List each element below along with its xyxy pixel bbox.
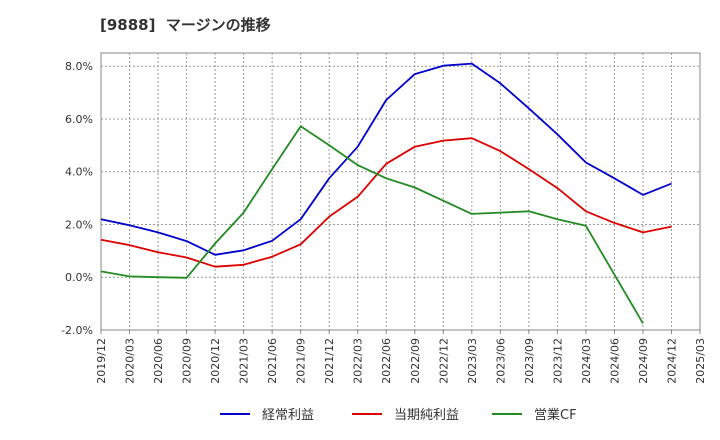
y-tick-label: 4.0% [65,166,93,179]
y-tick-label: 6.0% [65,113,93,126]
x-tick-label: 2022/03 [352,338,365,384]
x-tick-label: 2024/12 [665,338,678,384]
x-tick-label: 2025/03 [694,338,707,384]
x-tick-label: 2021/09 [295,338,308,384]
x-tick-label: 2024/09 [637,338,650,384]
x-tick-label: 2024/03 [580,338,593,384]
x-tick-label: 2020/09 [181,338,194,384]
x-tick-label: 2020/03 [124,338,137,384]
y-tick-label: 0.0% [65,271,93,284]
y-tick-label: 2.0% [65,218,93,231]
x-tick-label: 2021/12 [323,338,336,384]
legend: 経常利益 当期純利益 営業CF [220,407,577,423]
x-tick-label: 2023/03 [466,338,479,384]
series-line-3 [100,125,644,324]
y-tick-label: 8.0% [65,60,93,73]
x-tick-label: 2019/12 [95,338,108,384]
x-tick-label: 2021/06 [266,338,279,384]
x-tick-label: 2023/06 [494,338,507,384]
y-tick-label: -2.0% [61,324,93,337]
x-tick-label: 2020/12 [209,338,222,384]
y-axis: -2.0% 0.0% 2.0% 4.0% 6.0% 8.0% [61,60,93,337]
x-tick-label: 2024/06 [608,338,621,384]
legend-label-1: 経常利益 [262,408,314,423]
series-layer [100,62,672,324]
series-line-1 [100,62,672,256]
legend-label-3: 営業CF [534,407,577,423]
x-tick-label: 2020/06 [152,338,165,384]
grid-layer [101,53,700,331]
series-line-2 [100,137,672,268]
x-tick-label: 2022/12 [437,338,450,384]
x-axis: 2019/12 2020/03 2020/06 2020/09 2020/12 2021/… [95,330,707,384]
x-tick-label: 2023/12 [551,338,564,384]
plot-area-border [100,52,701,331]
x-tick-label: 2023/09 [523,338,536,384]
x-tick-label: 2022/09 [409,338,422,384]
x-tick-label: 2022/06 [380,338,393,384]
chart-title: [9888] マージンの推移 [100,16,271,34]
legend-label-2: 当期純利益 [394,408,459,423]
x-tick-label: 2021/03 [238,338,251,384]
